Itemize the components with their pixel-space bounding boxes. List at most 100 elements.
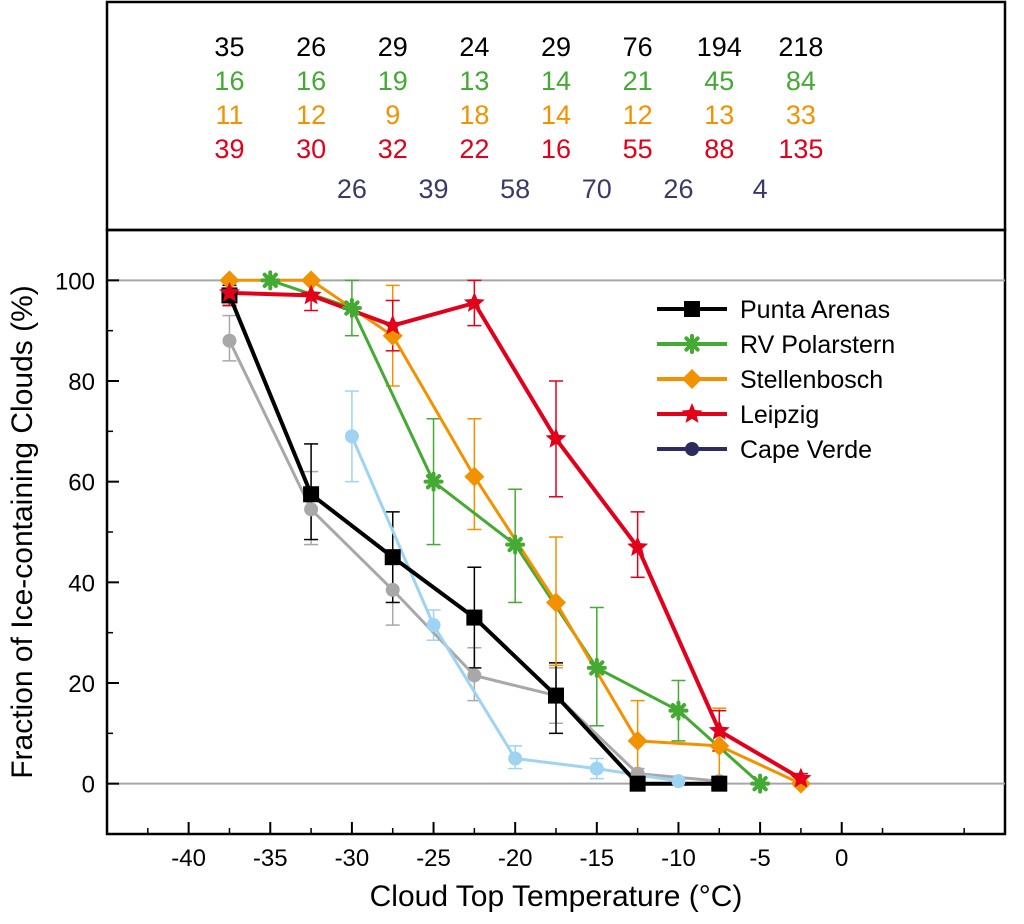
asterisk-stroke xyxy=(752,776,768,792)
count-value: 16 xyxy=(541,134,571,164)
count-value: 29 xyxy=(541,32,571,62)
legend-marker xyxy=(684,301,700,317)
leipzig-point xyxy=(708,719,730,740)
series-0-point xyxy=(222,333,237,348)
series-1-point xyxy=(671,774,686,789)
count-value: 194 xyxy=(697,32,742,62)
legend-label: Leipzig xyxy=(740,401,819,429)
count-value: 21 xyxy=(623,66,653,96)
punta-arenas-point xyxy=(629,775,646,792)
legend-entry-punta-arenas: Punta Arenas xyxy=(657,296,890,324)
count-value: 35 xyxy=(214,32,244,62)
stellenbosch-point xyxy=(301,270,322,291)
y-tick-label: 60 xyxy=(68,470,95,497)
rv-polarstern-point xyxy=(505,534,526,555)
count-value: 58 xyxy=(500,174,530,204)
count-value: 14 xyxy=(541,66,571,96)
stellenbosch-point xyxy=(219,270,240,291)
punta-arenas-point xyxy=(303,486,320,503)
legend-label: RV Polarstern xyxy=(740,331,895,359)
x-tick-label: -35 xyxy=(253,845,288,872)
leipzig-point xyxy=(790,767,812,788)
x-tick-label: -10 xyxy=(661,845,696,872)
legend-marker xyxy=(681,403,703,423)
rv-polarstern-point xyxy=(668,700,689,721)
count-value: 26 xyxy=(663,174,693,204)
x-tick-label: 0 xyxy=(835,845,848,872)
x-tick-label: -20 xyxy=(498,845,533,872)
count-value: 11 xyxy=(215,100,243,130)
legend-label: Punta Arenas xyxy=(740,296,890,324)
rv-polarstern-point xyxy=(423,471,444,492)
count-value: 70 xyxy=(582,174,612,204)
rv-polarstern-point xyxy=(260,270,281,291)
count-value: 16 xyxy=(214,66,244,96)
y-tick-label: 100 xyxy=(55,268,95,295)
count-value: 45 xyxy=(704,66,734,96)
asterisk-stroke xyxy=(670,703,687,719)
asterisk-stroke xyxy=(684,336,700,352)
count-value: 9 xyxy=(385,100,400,130)
x-tick-label: -40 xyxy=(171,845,206,872)
count-value: 26 xyxy=(337,174,367,204)
count-value: 12 xyxy=(623,100,653,130)
y-tick-label: 0 xyxy=(82,772,95,799)
stellenbosch-point xyxy=(546,592,566,613)
count-value: 18 xyxy=(459,100,489,130)
y-tick-label: 40 xyxy=(68,570,95,597)
count-value: 33 xyxy=(786,100,816,130)
y-tick-label: 20 xyxy=(68,671,95,698)
count-value: 13 xyxy=(459,66,489,96)
asterisk-stroke xyxy=(507,536,523,553)
count-value: 218 xyxy=(778,32,823,62)
count-value: 29 xyxy=(378,32,408,62)
count-value: 24 xyxy=(459,32,489,62)
punta-arenas-point xyxy=(548,687,564,704)
leipzig-point xyxy=(382,314,404,335)
x-tick-label: -15 xyxy=(579,845,614,872)
count-value: 88 xyxy=(704,134,734,164)
series-0-point xyxy=(467,668,482,683)
legend-marker xyxy=(682,334,702,354)
series-1-point xyxy=(426,618,441,633)
legend-marker xyxy=(685,442,699,456)
y-axis-label: Fraction of Ice-containing Clouds (%) xyxy=(6,285,39,779)
punta-arenas-point xyxy=(466,609,483,626)
legend-entry-leipzig: Leipzig xyxy=(657,401,819,429)
stellenbosch-point xyxy=(627,730,648,751)
count-value: 32 xyxy=(378,134,408,164)
series-0-point xyxy=(304,502,319,517)
legend-entry-rv-polarstern: RV Polarstern xyxy=(657,331,895,359)
x-tick-label: -25 xyxy=(416,845,451,872)
rv-polarstern-point xyxy=(341,298,362,319)
count-value: 14 xyxy=(541,100,571,130)
asterisk-stroke xyxy=(262,272,278,288)
series-1-point xyxy=(344,429,359,444)
punta-arenas-point xyxy=(384,549,401,566)
count-value: 19 xyxy=(378,66,408,96)
count-value: 135 xyxy=(778,134,823,164)
legend-label: Stellenbosch xyxy=(740,366,883,394)
legend-marker xyxy=(682,369,702,389)
asterisk-stroke xyxy=(425,474,442,490)
count-value: 39 xyxy=(214,134,244,164)
count-value: 26 xyxy=(296,32,326,62)
count-value: 39 xyxy=(419,174,449,204)
count-value: 22 xyxy=(459,134,489,164)
leipzig-point xyxy=(627,536,649,556)
count-value: 76 xyxy=(623,32,653,62)
count-value: 84 xyxy=(786,66,816,96)
leipzig-point xyxy=(545,427,567,448)
leipzig-point xyxy=(300,284,322,305)
x-axis-label: Cloud Top Temperature (°C) xyxy=(370,880,743,913)
leipzig-point xyxy=(219,281,240,302)
rv-polarstern-point xyxy=(750,773,771,794)
count-value: 16 xyxy=(296,66,326,96)
legend-entry-stellenbosch: Stellenbosch xyxy=(657,366,883,394)
count-value: 30 xyxy=(296,134,326,164)
stellenbosch-point xyxy=(464,466,485,487)
x-tick-label: -5 xyxy=(749,845,770,872)
legend-label: Cape Verde xyxy=(740,436,872,464)
asterisk-stroke xyxy=(344,300,360,316)
